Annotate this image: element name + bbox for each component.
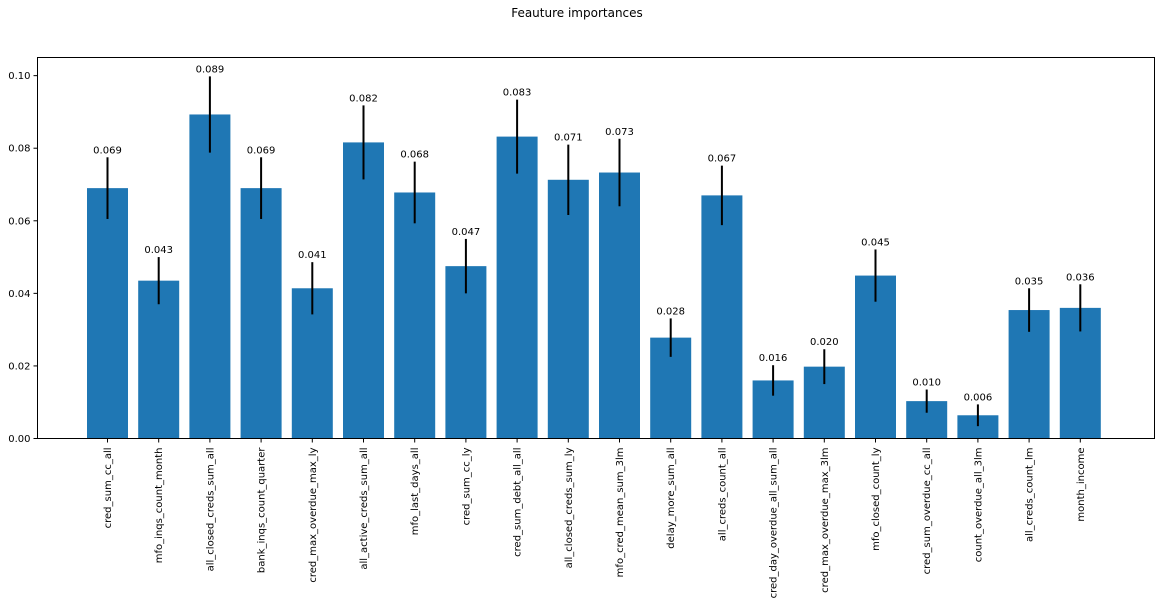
data-label: 0.045 [861,237,890,248]
bar-all-closed-creds-sum-ly [547,179,589,439]
x-tick-label: mfo_cred_mean_sum_3lm [615,448,626,578]
bar-mfo-inqs-count-month [138,280,180,439]
bar-cred-sum-cc-ly [445,266,487,439]
bar-all-creds-count-all [701,195,743,439]
data-label: 0.068 [400,150,429,161]
x-tick-label: all_closed_creds_sum_ly [564,447,575,568]
x-tick-label: delay_more_sum_all [666,448,677,549]
data-label: 0.089 [196,64,225,75]
bar-cred-sum-debt-all-all [496,136,538,439]
data-label: 0.069 [247,145,276,156]
x-axis: cred_sum_cc_all mfo_inqs_count_month all_c… [103,438,1087,599]
data-label: 0.082 [349,93,378,104]
bar-mfo-closed-count-ly [855,275,896,439]
error-bars-layer [106,76,1082,427]
x-tick-label: cred_sum_cc_all [103,448,114,529]
data-label: 0.020 [810,337,839,348]
data-label: 0.071 [554,133,583,144]
bar-all-active-creds-sum-all [343,142,384,439]
x-tick-label: cred_day_overdue_all_sum_all [769,448,780,599]
y-axis: 0.00 0.02 0.04 0.06 0.08 0.10 [8,71,38,445]
data-labels-layer: 0.069 0.043 0.089 0.069 0.041 0.082 0.068 0.047… [93,64,1094,403]
x-tick-label: all_creds_count_all [717,448,728,542]
x-tick-label: mfo_last_days_all [410,448,421,536]
x-tick-label: month_income [1076,448,1087,522]
bar-all-closed-creds-sum-all [189,114,231,439]
data-label: 0.073 [605,127,634,138]
data-label: 0.016 [759,353,788,364]
chart-title: Feauture importances [511,6,643,20]
data-label: 0.006 [964,392,993,403]
bar-count-overdue-all-3lm [957,415,999,439]
data-label: 0.043 [144,245,173,256]
x-tick-label: count_overdue_all_3lm [973,448,984,563]
y-tick-label: 0.06 [8,216,30,227]
bar-mfo-last-days-all [394,192,436,439]
data-label: 0.083 [503,88,532,99]
y-tick-label: 0.02 [8,361,30,372]
data-label: 0.010 [912,378,941,389]
x-tick-label: cred_sum_debt_all_all [513,448,524,557]
y-tick-label: 0.08 [8,144,30,155]
x-tick-label: cred_sum_cc_ly [461,447,472,525]
x-tick-label: mfo_inqs_count_month [154,448,165,564]
data-label: 0.035 [1015,276,1044,287]
data-label: 0.069 [93,145,122,156]
x-tick-label: mfo_closed_count_ly [871,447,882,550]
data-label: 0.036 [1066,272,1095,283]
bar-cred-sum-cc-all [87,188,128,439]
bar-mfo-cred-mean-sum-3lm [599,172,640,439]
data-label: 0.067 [708,154,737,165]
y-tick-label: 0.00 [8,434,30,445]
x-tick-label: all_active_creds_sum_all [359,448,370,570]
plot-frame [37,57,1155,439]
bars-layer [87,114,1101,439]
bar-bank-inqs-count-quarter [240,188,282,439]
x-tick-label: bank_inqs_count_quarter [257,447,268,573]
x-tick-label: cred_sum_overdue_cc_all [922,447,933,574]
y-tick-label: 0.04 [8,289,30,300]
x-tick-label: cred_max_overdue_max_ly [308,447,319,582]
data-label: 0.041 [298,250,327,261]
x-tick-label: cred_max_overdue_max_3lm [820,448,831,593]
data-label: 0.047 [452,227,481,238]
y-tick-label: 0.10 [8,71,30,82]
data-label: 0.028 [656,306,685,317]
x-tick-label: all_creds_count_lm [1025,448,1036,543]
x-tick-label: all_closed_creds_sum_all [205,448,216,572]
